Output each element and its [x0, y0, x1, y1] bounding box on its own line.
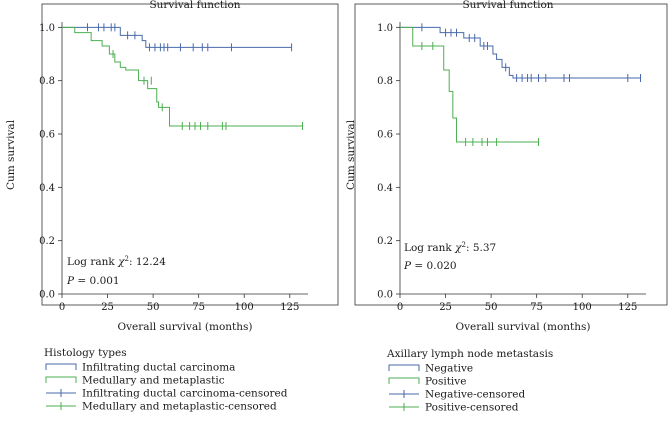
legend-label: Infiltrating ductal carcinoma [82, 362, 235, 374]
x-tick-label: 50 [485, 302, 498, 313]
panel-histology: Survival function 0.0 0.2 0.4 0.6 0.8 1.0 0 25… [5, 0, 339, 413]
y-axis-label: Cum survival [5, 119, 17, 190]
x-axis-label: Overall survival (months) [455, 321, 590, 333]
legend-swatch-censored [46, 402, 76, 410]
x-tick-label: 100 [573, 302, 592, 313]
x-ticks: 0 25 50 75 100 125 [397, 294, 637, 313]
panel-lymph-node: Survival function 0.0 0.2 0.4 0.6 0.8 1.0 0 25… [345, 0, 668, 414]
y-tick-label: 0.8 [377, 76, 393, 87]
y-tick-label: 0.4 [377, 183, 393, 194]
p-value-annotation: P = 0.001 [66, 275, 120, 287]
x-tick-label: 25 [101, 302, 114, 313]
x-tick-label: 25 [439, 302, 452, 313]
x-tick-label: 125 [280, 302, 299, 313]
logrank-annotation: Log rank χ2: 12.24 [67, 255, 166, 268]
x-tick-label: 75 [192, 302, 205, 313]
plot-frame [41, 3, 339, 306]
y-tick-label: 1.0 [39, 23, 55, 34]
legend-swatch-line [388, 377, 420, 384]
y-ticks: 0.0 0.2 0.4 0.6 0.8 1.0 [39, 23, 62, 301]
x-ticks: 0 25 50 75 100 125 [59, 294, 299, 313]
legend-label: Positive [425, 376, 466, 388]
x-tick-label: 0 [397, 302, 403, 313]
legend: NegativePositiveNegative-censoredPositiv… [388, 363, 525, 414]
legend-label: Medullary and metaplastic [82, 375, 225, 387]
legend-label: Negative [425, 363, 473, 375]
logrank-annotation: Log rank χ2: 5.37 [404, 241, 496, 254]
survival-curve-b [400, 26, 539, 143]
legend-label: Negative-censored [425, 389, 525, 401]
x-tick-label: 75 [530, 302, 543, 313]
survival-curves [400, 23, 642, 146]
y-tick-label: 0.4 [39, 183, 55, 194]
survival-curves [62, 23, 304, 130]
legend-title: Axillary lymph node metastasis [386, 348, 553, 360]
p-value-annotation: P = 0.020 [403, 260, 457, 272]
y-tick-label: 0.8 [39, 76, 55, 87]
x-tick-label: 100 [235, 302, 254, 313]
legend-swatch-censored [46, 389, 76, 397]
y-axis-label: Cum survival [345, 119, 357, 190]
legend-label: Medullary and metaplastic-censored [82, 401, 277, 413]
y-tick-label: 0.2 [39, 236, 55, 247]
legend-title: Histology types [44, 347, 127, 359]
plot-frame [354, 3, 668, 306]
x-tick-label: 125 [618, 302, 637, 313]
y-tick-label: 0.2 [377, 236, 393, 247]
y-tick-label: 0.6 [377, 130, 393, 141]
legend-swatch-censored [389, 390, 419, 398]
chart-title: Survival function [149, 0, 240, 11]
legend-label: Positive-censored [425, 402, 519, 414]
chart-title: Survival function [462, 0, 553, 11]
legend-swatch-censored [389, 403, 419, 411]
legend-swatch-line [45, 376, 77, 383]
legend-swatch-line [45, 363, 77, 370]
y-ticks: 0.0 0.2 0.4 0.6 0.8 1.0 [377, 23, 400, 301]
y-tick-label: 0.0 [377, 290, 393, 301]
x-tick-label: 0 [59, 302, 65, 313]
survival-curve-a [400, 26, 641, 79]
survival-curve-b [62, 26, 303, 127]
legend-label: Infiltrating ductal carcinoma-censored [82, 388, 288, 400]
x-tick-label: 50 [147, 302, 160, 313]
x-axis-label: Overall survival (months) [117, 321, 252, 333]
survival-curve-a [62, 26, 292, 48]
y-tick-label: 0.6 [39, 130, 55, 141]
legend-swatch-line [388, 364, 420, 371]
y-tick-label: 1.0 [377, 23, 393, 34]
y-tick-label: 0.0 [39, 290, 55, 301]
